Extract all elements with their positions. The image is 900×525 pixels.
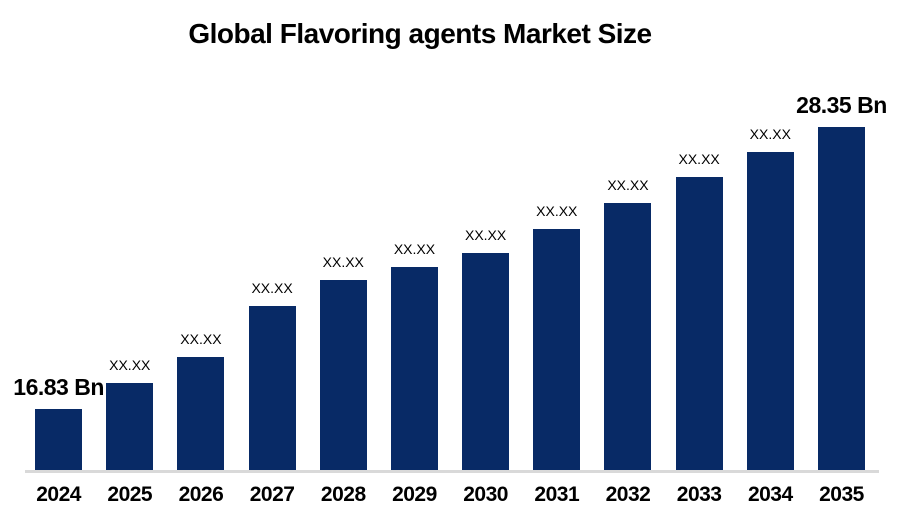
bar-value-label-2034: XX.XX xyxy=(749,125,791,142)
bar-value-label-2024: 16.83 Bn xyxy=(13,373,104,400)
bar-value-label-2026: XX.XX xyxy=(180,330,222,347)
x-tick-2030: 2030 xyxy=(463,483,508,506)
bar-column-2031: XX.XX xyxy=(521,40,592,470)
bar-column-2030: XX.XX xyxy=(450,40,521,470)
bar-column-2025: XX.XX xyxy=(94,40,165,470)
bar-2024 xyxy=(35,409,83,470)
bar-column-2028: XX.XX xyxy=(308,40,379,470)
bars-row: 16.83 Bn XX.XX XX.XX XX.XX XX.XX XX.XX XX.XX XX… xyxy=(13,40,887,470)
x-tick-2032: 2032 xyxy=(605,483,651,506)
bar-column-2029: XX.XX xyxy=(379,40,450,470)
x-tick-2033: 2033 xyxy=(676,483,722,506)
bar-value-label-2025: XX.XX xyxy=(109,356,151,373)
x-tick-2028: 2028 xyxy=(320,483,366,506)
x-tick-2031: 2031 xyxy=(534,483,580,506)
bar-value-label-2030: XX.XX xyxy=(464,226,507,243)
bar-2031 xyxy=(533,229,581,470)
bar-column-2026: XX.XX xyxy=(165,40,236,470)
bar-2028 xyxy=(319,280,367,470)
x-tick-2025: 2025 xyxy=(107,483,153,506)
bar-value-label-2033: XX.XX xyxy=(678,150,720,167)
x-tick-2026: 2026 xyxy=(178,483,224,506)
bar-column-2032: XX.XX xyxy=(592,40,663,470)
bar-column-2024: 16.83 Bn xyxy=(13,40,104,470)
x-tick-2034: 2034 xyxy=(747,483,793,506)
bar-2032 xyxy=(604,203,652,470)
bar-2035 xyxy=(817,127,865,470)
x-tick-2029: 2029 xyxy=(392,483,437,506)
bar-column-2034: XX.XX xyxy=(735,40,806,470)
bar-column-2033: XX.XX xyxy=(664,40,735,470)
bar-value-label-2029: XX.XX xyxy=(393,240,436,257)
x-tick-2035: 2035 xyxy=(819,483,864,506)
x-axis-labels: 2024 2025 2026 2027 2028 2029 2030 2031 2032 2033… xyxy=(23,483,877,506)
bar-value-label-2027: XX.XX xyxy=(251,279,293,296)
bar-2027 xyxy=(248,306,296,470)
bar-value-label-2031: XX.XX xyxy=(536,202,578,219)
bar-2026 xyxy=(177,357,225,470)
bar-2029 xyxy=(390,267,438,470)
bar-value-label-2028: XX.XX xyxy=(322,253,364,270)
bar-value-label-2032: XX.XX xyxy=(607,176,649,193)
bar-2025 xyxy=(106,383,154,470)
bar-value-label-2035: 28.35 Bn xyxy=(796,91,887,118)
bar-column-2035: 28.35 Bn xyxy=(796,40,887,470)
x-axis-line xyxy=(25,470,879,473)
x-tick-2024: 2024 xyxy=(36,483,81,506)
chart-title: Global Flavoring agents Market Size xyxy=(188,18,652,49)
bar-2034 xyxy=(746,152,794,470)
bar-column-2027: XX.XX xyxy=(237,40,308,470)
bar-2033 xyxy=(675,177,723,470)
x-tick-2027: 2027 xyxy=(249,483,295,506)
bar-2030 xyxy=(462,253,510,470)
